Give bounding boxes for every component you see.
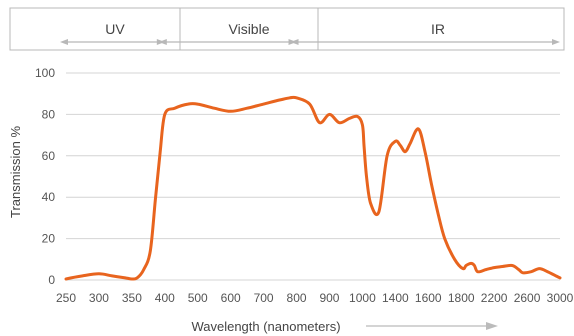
spectrum-band-box (9, 7, 565, 51)
x-axis-arrow (366, 322, 498, 330)
y-tick-label: 0 (48, 273, 55, 287)
x-tick-label: 900 (319, 291, 339, 305)
x-tick-label: 250 (56, 291, 76, 305)
x-tick-label: 350 (122, 291, 142, 305)
band-arrow (158, 39, 167, 45)
band-arrow (60, 39, 68, 45)
x-axis-label: Wavelength (nanometers) (191, 319, 340, 334)
y-tick-labels: 0 20 40 60 80 100 (35, 66, 55, 287)
x-tick-label: 1400 (382, 291, 409, 305)
band-arrow (552, 39, 560, 45)
x-tick-label: 1800 (448, 291, 475, 305)
x-tick-label: 2600 (514, 291, 541, 305)
x-tick-label: 400 (155, 291, 175, 305)
x-tick-labels: 250 300 350 400 500 600 700 800 900 1000 1400 1600 1… (56, 291, 574, 305)
band-arrow (290, 39, 299, 45)
x-tick-label: 800 (287, 291, 307, 305)
x-tick-label: 1000 (349, 291, 376, 305)
band-label-uv: UV (105, 21, 125, 37)
band-arrows (60, 39, 560, 45)
y-tick-label: 20 (42, 232, 56, 246)
x-tick-label: 300 (89, 291, 109, 305)
x-tick-label: 700 (254, 291, 274, 305)
x-tick-label: 2200 (481, 291, 508, 305)
grid (66, 72, 560, 281)
y-tick-label: 100 (35, 66, 55, 80)
y-tick-label: 80 (42, 107, 56, 121)
band-label-ir: IR (431, 21, 445, 37)
x-tick-label: 600 (221, 291, 241, 305)
y-tick-label: 60 (42, 149, 56, 163)
transmission-line (64, 95, 562, 281)
x-tick-label: 3000 (547, 291, 574, 305)
y-axis-label: Transmission % (8, 126, 23, 218)
band-label-visible: Visible (229, 21, 270, 37)
x-tick-label: 1600 (415, 291, 442, 305)
y-tick-label: 40 (42, 190, 56, 204)
x-tick-label: 500 (188, 291, 208, 305)
